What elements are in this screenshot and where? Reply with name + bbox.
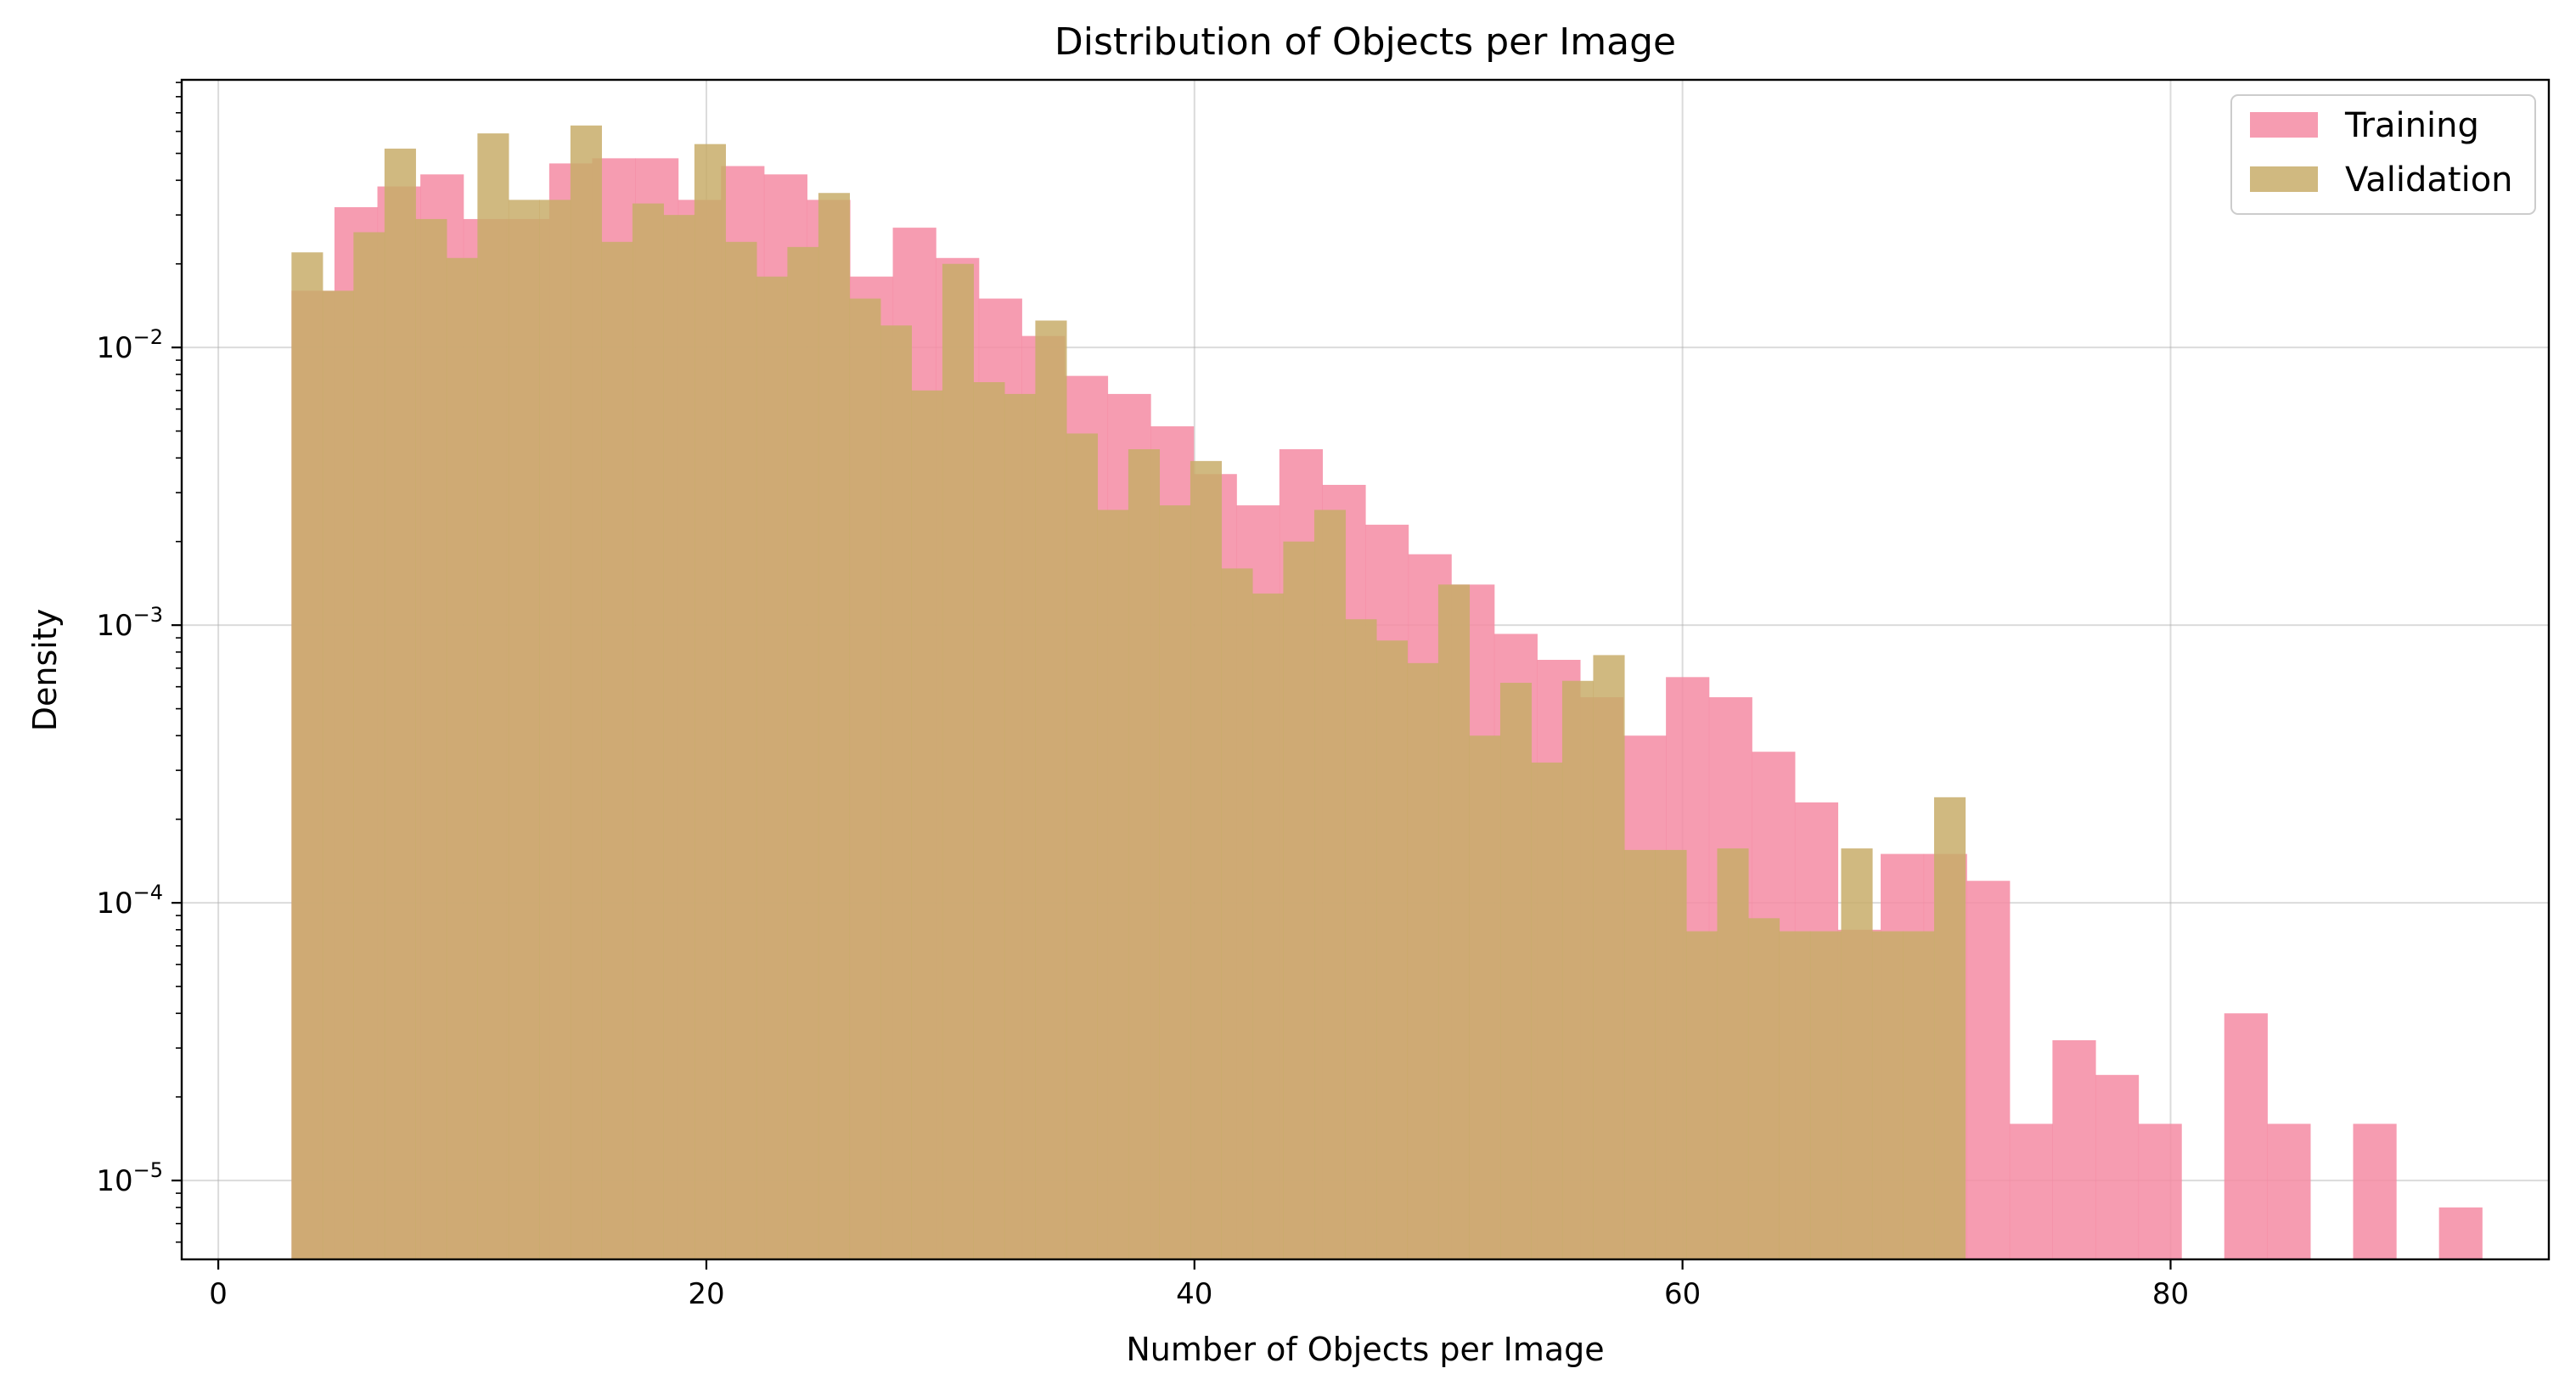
- bar-validation: [1345, 619, 1377, 1259]
- legend: Training Validation: [2230, 94, 2536, 215]
- bar-training: [1966, 881, 2011, 1259]
- bar-validation: [942, 263, 974, 1260]
- chart-title: Distribution of Objects per Image: [1055, 20, 1676, 64]
- bar-validation: [694, 144, 726, 1260]
- bar-validation: [508, 200, 540, 1259]
- bar-validation: [632, 203, 664, 1259]
- y-tick-label: 10−4: [96, 881, 163, 921]
- bar-validation: [1871, 931, 1904, 1259]
- bar-validation: [415, 218, 447, 1260]
- bar-validation: [1747, 918, 1780, 1259]
- x-tick-label: 20: [688, 1277, 724, 1311]
- bar-validation: [1933, 797, 1966, 1259]
- bar-validation: [911, 390, 943, 1260]
- x-tick-label: 80: [2152, 1277, 2189, 1311]
- bar-validation: [1623, 849, 1656, 1259]
- x-axis: 0 20 40 60 80: [209, 1259, 2189, 1311]
- bar-training: [2138, 1124, 2182, 1259]
- bar-validation: [291, 252, 323, 1260]
- y-tick-label: 10−3: [96, 603, 163, 643]
- bar-validation: [1685, 931, 1718, 1259]
- bar-training: [2009, 1124, 2053, 1259]
- bar-validation: [663, 215, 695, 1259]
- y-axis-title: Density: [26, 609, 64, 731]
- bar-validation: [725, 241, 757, 1259]
- x-tick-label: 40: [1176, 1277, 1212, 1311]
- bar-validation: [570, 125, 602, 1259]
- x-tick-label: 0: [209, 1277, 228, 1311]
- bar-training: [2052, 1039, 2096, 1259]
- bar-validation: [1313, 510, 1347, 1259]
- bar-validation: [1531, 762, 1563, 1259]
- bar-validation: [1841, 848, 1873, 1259]
- bar-validation: [1066, 433, 1099, 1259]
- bar-validation: [1655, 849, 1687, 1259]
- legend-label-training: Training: [2344, 106, 2479, 145]
- bar-validation: [539, 200, 571, 1259]
- bar-validation: [849, 298, 881, 1260]
- bar-training: [2267, 1124, 2311, 1259]
- plot-frame: [180, 78, 2551, 1261]
- bar-training: [2095, 1074, 2140, 1259]
- x-axis-title: Number of Objects per Image: [1126, 1331, 1604, 1368]
- histogram-bars: [291, 125, 2483, 1260]
- bar-validation: [1221, 568, 1253, 1259]
- bar-validation: [353, 232, 385, 1260]
- bar-training: [2353, 1124, 2397, 1259]
- bar-validation: [446, 257, 478, 1259]
- bar-validation: [1004, 393, 1037, 1260]
- bar-validation: [322, 290, 354, 1259]
- legend-swatch-training: [2250, 112, 2318, 138]
- bar-validation: [1035, 320, 1067, 1259]
- bar-validation: [1593, 655, 1625, 1259]
- bar-validation: [1469, 735, 1501, 1259]
- bar-validation: [1190, 460, 1223, 1259]
- bar-validation: [1251, 593, 1285, 1259]
- bar-validation: [787, 246, 819, 1259]
- bar-validation: [973, 382, 1005, 1259]
- bar-validation: [1437, 584, 1471, 1259]
- bar-validation: [1375, 640, 1409, 1259]
- bar-training: [2438, 1207, 2483, 1259]
- y-tick-label: 10−2: [96, 325, 163, 365]
- bar-validation: [601, 241, 633, 1259]
- bar-validation: [1097, 510, 1129, 1259]
- x-tick-label: 60: [1664, 1277, 1701, 1311]
- bar-validation: [477, 133, 509, 1259]
- y-tick-label: 10−5: [96, 1158, 163, 1198]
- bar-validation: [1903, 931, 1935, 1259]
- bar-validation: [1779, 931, 1811, 1259]
- bar-validation: [384, 149, 416, 1259]
- bar-validation: [1159, 505, 1191, 1259]
- bar-validation: [1128, 449, 1161, 1259]
- bar-validation: [1561, 680, 1595, 1259]
- bar-validation: [1717, 848, 1749, 1259]
- bar-validation: [1407, 662, 1439, 1259]
- bar-validation: [756, 276, 788, 1259]
- y-axis: 10−5 10−4 10−3 10−2: [96, 82, 182, 1243]
- bar-validation: [1283, 541, 1315, 1259]
- series-validation: [291, 125, 1966, 1260]
- legend-swatch-validation: [2250, 166, 2318, 192]
- bar-training: [2224, 1013, 2268, 1259]
- bar-validation: [1809, 931, 1842, 1259]
- bar-validation: [1499, 683, 1533, 1259]
- bar-validation: [880, 325, 912, 1260]
- bar-validation: [818, 193, 850, 1260]
- legend-label-validation: Validation: [2345, 160, 2513, 200]
